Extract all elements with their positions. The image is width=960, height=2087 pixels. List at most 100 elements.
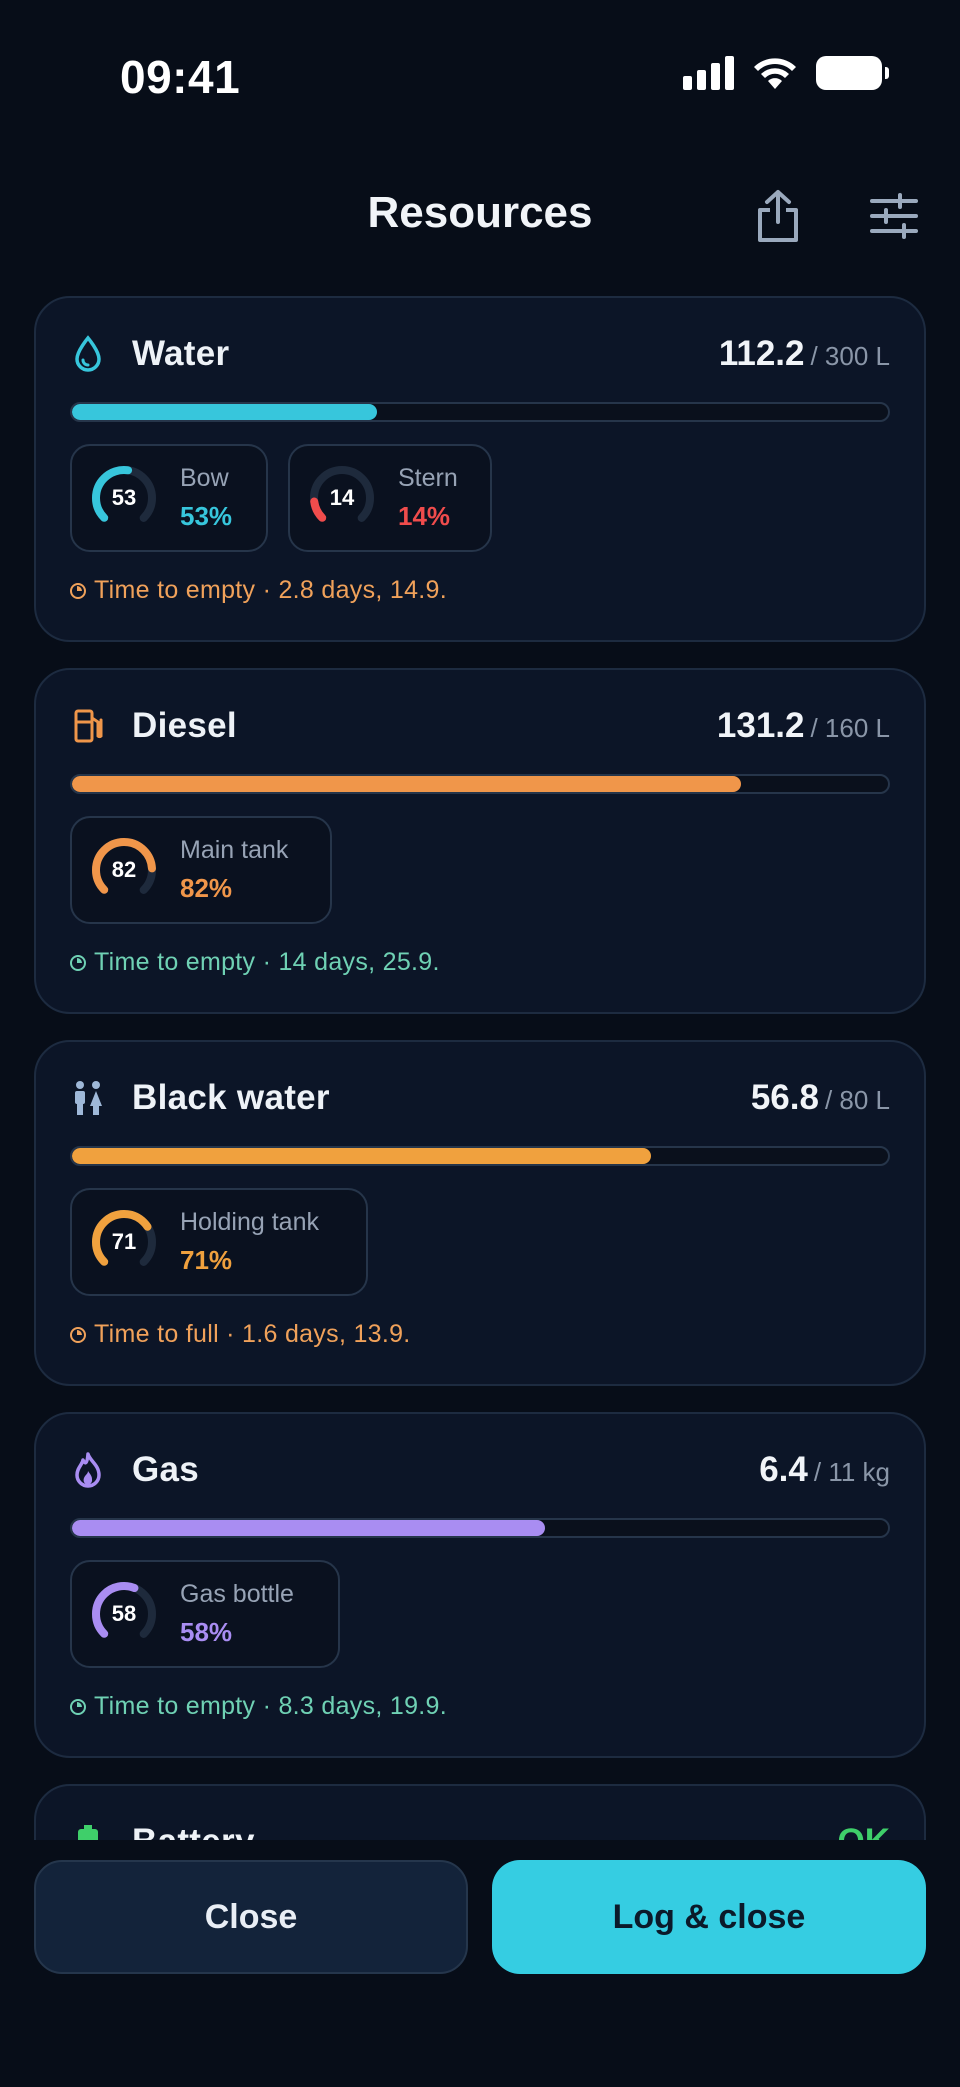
flame-icon [70, 1450, 106, 1490]
progress-fill [72, 1148, 652, 1164]
gauge-ring [92, 838, 156, 902]
status-bar: 09:41 [0, 0, 960, 150]
progress-fill [72, 1520, 546, 1536]
resource-amount: 112.2 / 300 L [719, 334, 890, 374]
gauge-level: 14 [329, 485, 355, 510]
progress-fill [72, 776, 742, 792]
resource-card-water[interactable]: Water 112.2 / 300 L 53 Bow 53% 14 [34, 296, 926, 642]
eta-line: Time to empty · 2.8 days, 14.9. [70, 576, 447, 605]
clock-icon [70, 1698, 86, 1715]
resource-card-battery[interactable]: Battery OK [34, 1784, 926, 1840]
tank-chip-stern[interactable]: 14 Stern 14% [288, 444, 492, 552]
share-button[interactable] [746, 184, 810, 248]
battery-status-icon [816, 56, 889, 90]
gauge-ring [310, 466, 374, 530]
level-progress-bar [70, 774, 890, 794]
gauge-level: 53 [111, 485, 137, 510]
tank-gauge: 53 [88, 462, 160, 534]
eta-text: Time to empty · 2.8 days, 14.9. [94, 576, 447, 604]
gauge-fill [310, 466, 374, 530]
gauge-level: 58 [111, 1601, 137, 1626]
resource-title: Water [132, 334, 230, 373]
tank-chip-gas-bottle[interactable]: 58 Gas bottle 58% [70, 1560, 340, 1668]
resource-list[interactable]: Water 112.2 / 300 L 53 Bow 53% 14 [0, 296, 960, 1840]
tank-name: Holding tank [180, 1208, 319, 1236]
amount-value: 112.2 [718, 334, 805, 373]
tank-percent: 71% [180, 1245, 233, 1275]
gauge-ring [92, 1582, 156, 1646]
gauge-fill [92, 1210, 156, 1274]
level-progress-bar [70, 1146, 890, 1166]
eta-text: Time to full · 1.6 days, 13.9. [94, 1320, 411, 1348]
tank-percent: 82% [180, 873, 233, 903]
tank-percent: 53% [180, 501, 233, 531]
header: Resources [0, 170, 960, 262]
close-button[interactable]: Close [34, 1860, 468, 1974]
gauge-fill [92, 466, 156, 530]
resource-title: Battery [132, 1822, 255, 1840]
resource-amount: 131.2 / 160 L [717, 706, 890, 746]
eta-line: Time to full · 1.6 days, 13.9. [70, 1320, 411, 1349]
tank-name: Gas bottle [180, 1580, 294, 1608]
resource-title: Diesel [132, 706, 237, 745]
share-icon [758, 190, 798, 242]
progress-fill [72, 404, 378, 420]
clock-icon [70, 1326, 86, 1343]
resource-title: Gas [132, 1450, 200, 1489]
log-and-close-button[interactable]: Log & close [492, 1860, 926, 1974]
cellular-signal-icon [683, 56, 734, 90]
battery-icon [70, 1822, 106, 1840]
gauge-ring [92, 466, 156, 530]
wifi-icon [754, 58, 796, 89]
water-drop-icon [70, 334, 106, 374]
tank-name: Stern [398, 464, 458, 492]
resource-amount: OK [838, 1822, 891, 1840]
level-progress-bar [70, 402, 890, 422]
tank-percent: 14% [398, 501, 451, 531]
gauge-fill [92, 1582, 156, 1646]
tank-chip-holding-tank[interactable]: 71 Holding tank 71% [70, 1188, 368, 1296]
tank-gauge: 71 [88, 1206, 160, 1278]
gauge-level: 82 [111, 857, 137, 882]
resource-card-black-water[interactable]: Black water 56.8 / 80 L 71 Holding tank … [34, 1040, 926, 1386]
amount-value: 131.2 [716, 706, 805, 745]
tank-percent: 58% [180, 1617, 233, 1647]
tank-name: Main tank [180, 836, 289, 864]
tank-chip-bow[interactable]: 53 Bow 53% [70, 444, 268, 552]
fuel-pump-icon [70, 706, 106, 746]
amount-capacity: / 160 L [810, 713, 890, 743]
eta-text: Time to empty · 14 days, 25.9. [94, 948, 440, 976]
bottom-action-bar: Close Log & close [0, 1840, 960, 2087]
amount-capacity: / 11 kg [813, 1457, 890, 1487]
resource-amount: 6.4 / 11 kg [759, 1450, 890, 1490]
gauge-fill [92, 838, 156, 902]
resource-card-diesel[interactable]: Diesel 131.2 / 160 L 82 Main tank 82% Ti [34, 668, 926, 1014]
page-title: Resources [367, 188, 593, 237]
toilet-people-icon [70, 1078, 106, 1118]
status-icons [683, 56, 889, 90]
filter-settings-button[interactable] [862, 184, 926, 248]
eta-line: Time to empty · 8.3 days, 19.9. [70, 1692, 447, 1721]
status-ok-badge: OK [838, 1822, 891, 1840]
tank-chip-main-tank[interactable]: 82 Main tank 82% [70, 816, 332, 924]
status-time: 09:41 [120, 51, 241, 103]
resource-title: Black water [132, 1078, 330, 1117]
amount-capacity: / 80 L [824, 1085, 890, 1115]
sliders-icon [870, 193, 918, 239]
resource-card-gas[interactable]: Gas 6.4 / 11 kg 58 Gas bottle 58% Time t [34, 1412, 926, 1758]
clock-icon [70, 954, 86, 971]
resource-amount: 56.8 / 80 L [751, 1078, 890, 1118]
tank-name: Bow [180, 464, 229, 492]
amount-value: 6.4 [759, 1450, 808, 1489]
amount-value: 56.8 [750, 1078, 819, 1117]
amount-capacity: / 300 L [810, 341, 890, 371]
gauge-level: 71 [111, 1229, 137, 1254]
tank-gauge: 14 [306, 462, 378, 534]
eta-line: Time to empty · 14 days, 25.9. [70, 948, 440, 977]
eta-text: Time to empty · 8.3 days, 19.9. [94, 1692, 447, 1720]
clock-icon [70, 582, 86, 599]
tank-gauge: 58 [88, 1578, 160, 1650]
level-progress-bar [70, 1518, 890, 1538]
tank-gauge: 82 [88, 834, 160, 906]
gauge-ring [92, 1210, 156, 1274]
